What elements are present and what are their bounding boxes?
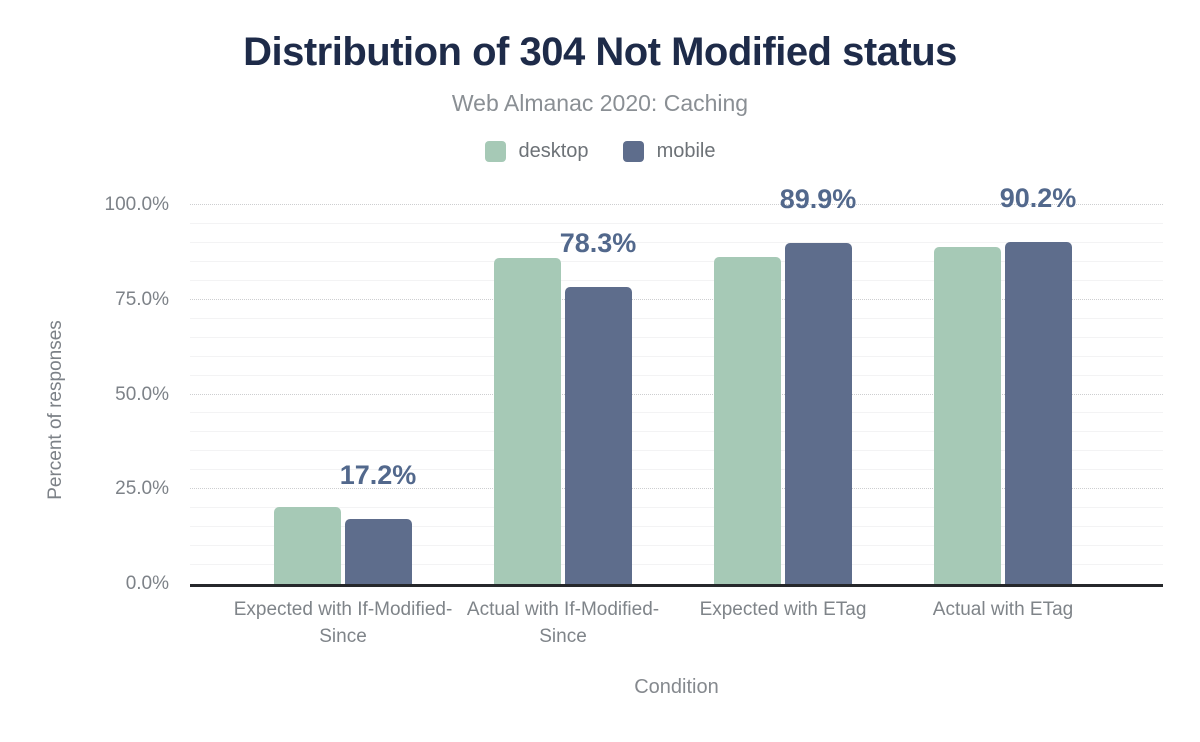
y-tick-label: 100.0% xyxy=(104,194,169,215)
bar-desktop-2 xyxy=(714,256,781,584)
y-tick-label: 0.0% xyxy=(125,573,169,594)
data-label: 90.2% xyxy=(999,183,1077,214)
x-category-cell: Expected with ETag xyxy=(673,596,893,650)
x-axis-title: Condition xyxy=(634,676,719,698)
minor-gridline xyxy=(190,222,1163,224)
minor-gridline xyxy=(190,336,1163,338)
x-category-label: Expected with ETag xyxy=(699,599,867,620)
x-axis-category-labels: Expected with If-Modified-Since Actual wi… xyxy=(190,596,1163,650)
chart-title: Distribution of 304 Not Modified status xyxy=(243,30,957,74)
major-gridline xyxy=(190,298,1163,300)
legend-swatch-desktop-icon xyxy=(484,141,506,162)
minor-gridline xyxy=(190,279,1163,281)
data-label: 78.3% xyxy=(559,228,637,259)
bar-group: 17.2% xyxy=(233,205,453,584)
y-tick-label: 75.0% xyxy=(115,288,169,310)
data-label: 89.9% xyxy=(779,184,857,215)
minor-gridline xyxy=(190,412,1163,414)
bar-mobile-3 xyxy=(1005,242,1072,584)
legend-label-mobile: mobile xyxy=(656,140,716,162)
y-axis-ticks: 0.0% 25.0% 50.0% 75.0% 100.0% xyxy=(0,194,180,594)
minor-gridline xyxy=(190,431,1163,433)
major-gridline xyxy=(190,488,1163,490)
bar-group: 90.2% xyxy=(893,183,1113,584)
x-category-label: Expected with If-Modified-Since xyxy=(233,599,453,647)
legend-label-desktop: desktop xyxy=(518,140,589,162)
minor-gridline xyxy=(190,545,1163,547)
major-gridline xyxy=(190,393,1163,395)
legend-swatch-mobile-icon xyxy=(622,141,644,162)
bar-group: 78.3% xyxy=(453,205,673,584)
plot-area: 17.2% 78.3% 89.9% 90.2% xyxy=(190,183,1163,587)
bar-desktop-0 xyxy=(274,507,341,584)
legend: desktop mobile xyxy=(0,140,1200,163)
bars-row: 17.2% 78.3% 89.9% 90.2% xyxy=(190,183,1163,584)
legend-item-mobile: mobile xyxy=(622,140,716,163)
y-tick-label: 50.0% xyxy=(115,383,169,405)
major-gridline xyxy=(190,204,1163,205)
minor-gridline xyxy=(190,317,1163,319)
data-label: 17.2% xyxy=(339,459,417,490)
minor-gridline xyxy=(190,241,1163,243)
y-tick-label: 25.0% xyxy=(115,478,169,500)
x-category-cell: Actual with ETag xyxy=(893,596,1113,650)
chart-subtitle: Web Almanac 2020: Caching xyxy=(451,90,749,116)
bar-desktop-1 xyxy=(494,258,561,584)
legend-item-desktop: desktop xyxy=(484,140,589,163)
minor-gridline xyxy=(190,469,1163,471)
minor-gridline xyxy=(190,355,1163,357)
bar-mobile-1 xyxy=(565,287,632,584)
x-category-cell: Expected with If-Modified-Since xyxy=(233,596,453,650)
x-category-cell: Actual with If-Modified-Since xyxy=(453,596,673,650)
x-category-label: Actual with If-Modified-Since xyxy=(466,599,660,647)
bar-mobile-2 xyxy=(785,243,852,584)
bar-group: 89.9% xyxy=(673,184,893,584)
minor-gridline xyxy=(190,526,1163,528)
bar-desktop-3 xyxy=(934,247,1001,584)
minor-gridline xyxy=(190,260,1163,262)
x-category-label: Actual with ETag xyxy=(932,599,1074,620)
bar-mobile-0 xyxy=(345,518,412,584)
minor-gridline xyxy=(190,450,1163,452)
minor-gridline xyxy=(190,564,1163,566)
minor-gridline xyxy=(190,507,1163,509)
minor-gridline xyxy=(190,374,1163,376)
